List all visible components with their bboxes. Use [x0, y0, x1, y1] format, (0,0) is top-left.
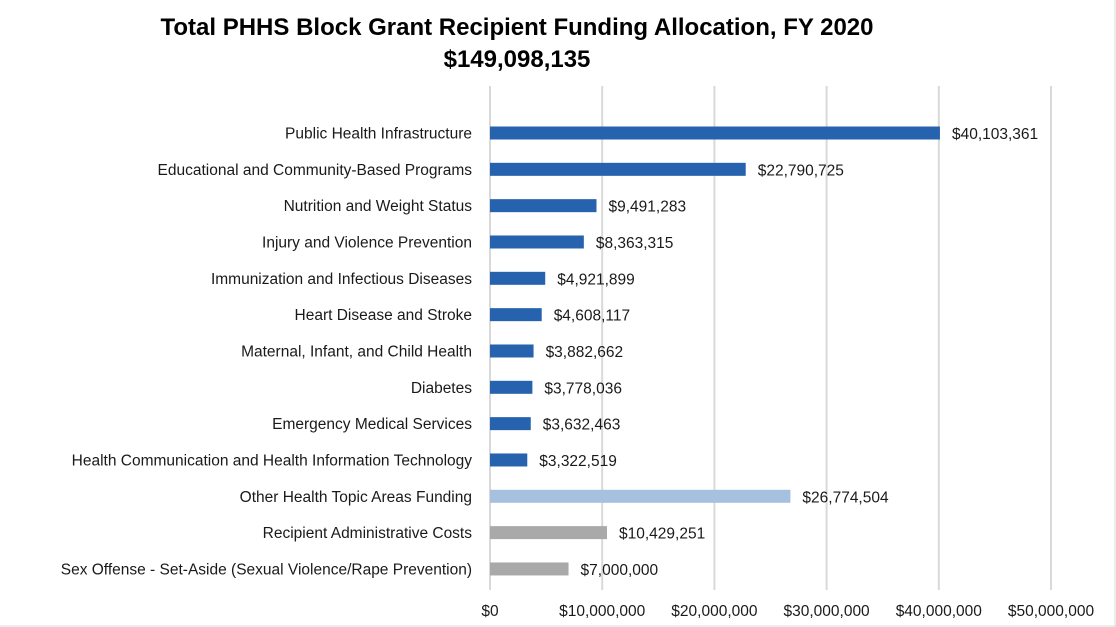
bar [490, 562, 569, 576]
bar [490, 162, 746, 176]
category-label: Sex Offense - Set-Aside (Sexual Violence… [61, 561, 472, 578]
bar [490, 126, 940, 140]
category-label: Emergency Medical Services [272, 416, 472, 433]
category-label: Nutrition and Weight Status [284, 198, 473, 215]
bar [490, 417, 531, 431]
data-label: $26,774,504 [802, 489, 889, 506]
data-label: $22,790,725 [758, 162, 844, 179]
chart-subtitle: $149,098,135 [443, 46, 591, 73]
data-label: $3,882,662 [546, 344, 624, 361]
category-label: Diabetes [411, 380, 472, 397]
category-label: Public Health Infrastructure [285, 126, 472, 143]
data-label: $4,608,117 [554, 308, 630, 325]
chart-title: Total PHHS Block Grant Recipient Funding… [160, 14, 874, 41]
x-tick-label: $0 [481, 603, 499, 620]
x-tick-label: $40,000,000 [896, 603, 983, 620]
data-label: $4,921,899 [557, 271, 635, 288]
category-label: Injury and Violence Prevention [262, 234, 472, 251]
data-label: $3,632,463 [543, 417, 621, 434]
bar [490, 453, 528, 467]
x-tick-label: $10,000,000 [559, 603, 646, 620]
data-label: $7,000,000 [581, 562, 659, 579]
data-label: $3,322,519 [539, 453, 617, 470]
data-label: $10,429,251 [619, 526, 705, 543]
data-label: $3,778,036 [544, 380, 622, 397]
category-label: Maternal, Infant, and Child Health [241, 343, 472, 360]
data-label: $8,363,315 [596, 235, 674, 252]
bar [490, 271, 546, 285]
bar [490, 489, 791, 503]
category-label: Educational and Community-Based Programs [158, 162, 473, 179]
category-label: Other Health Topic Areas Funding [240, 489, 472, 506]
category-label: Health Communication and Health Informat… [72, 452, 473, 469]
x-tick-label: $30,000,000 [783, 603, 870, 620]
x-tick-label: $50,000,000 [1008, 603, 1095, 620]
bar [490, 199, 597, 213]
bar [490, 380, 533, 394]
bar [490, 526, 608, 540]
data-label: $40,103,361 [952, 126, 1038, 143]
category-label: Immunization and Infectious Diseases [211, 271, 472, 288]
bar [490, 308, 542, 322]
data-label: $9,491,283 [608, 199, 686, 216]
category-label: Heart Disease and Stroke [295, 307, 472, 324]
x-tick-label: $20,000,000 [671, 603, 758, 620]
bar [490, 235, 584, 249]
bar [490, 344, 534, 358]
category-label: Recipient Administrative Costs [263, 525, 473, 542]
